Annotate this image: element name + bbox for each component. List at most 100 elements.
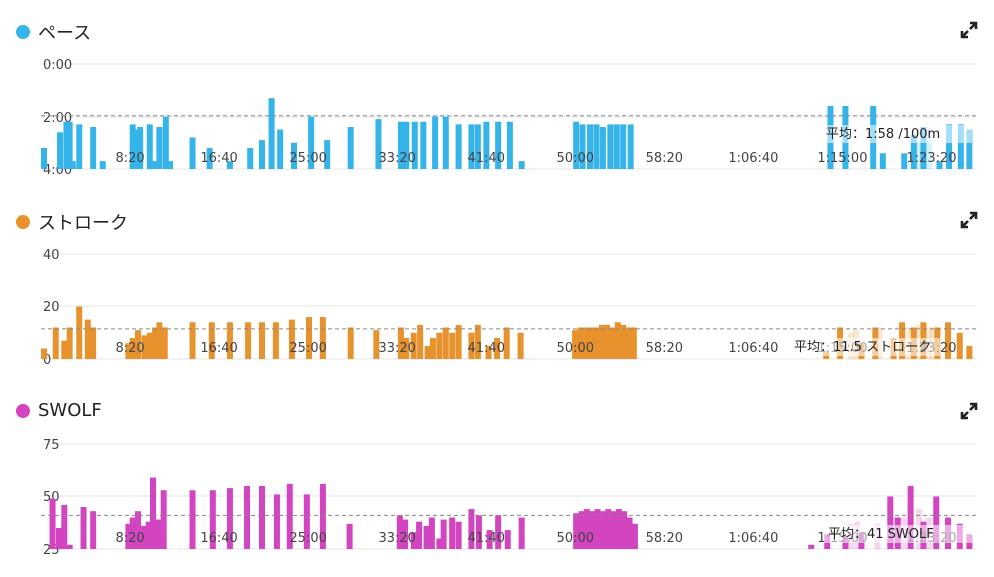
- data-bar: [615, 509, 622, 549]
- data-bar: [468, 332, 475, 359]
- data-bar: [189, 137, 196, 169]
- data-bar: [306, 317, 313, 359]
- data-bar: [76, 306, 83, 359]
- data-bar: [621, 511, 628, 549]
- data-bar: [945, 322, 952, 359]
- data-bar: [808, 544, 815, 549]
- x-tick-label: 58:20: [646, 341, 683, 356]
- data-bar: [76, 124, 83, 169]
- data-bar: [146, 332, 153, 359]
- data-bar: [578, 511, 585, 549]
- data-bar: [410, 332, 417, 359]
- data-bar: [582, 327, 589, 359]
- data-bar: [57, 132, 64, 169]
- data-bar: [135, 330, 142, 359]
- data-bar: [588, 327, 595, 359]
- data-bar: [84, 319, 91, 359]
- x-tick-label: 50:00: [557, 151, 594, 166]
- data-bar: [129, 124, 136, 169]
- data-bar: [966, 345, 973, 359]
- data-bar: [423, 525, 430, 549]
- x-tick-label: 25:00: [289, 341, 326, 356]
- data-bar: [149, 477, 156, 549]
- y-tick-label: 20: [43, 300, 60, 315]
- data-bar: [189, 322, 196, 359]
- x-tick-label: 33:20: [378, 531, 415, 546]
- data-bar: [49, 498, 56, 549]
- data-bar: [80, 507, 87, 549]
- data-bar: [288, 319, 295, 359]
- x-tick-label: 8:20: [115, 531, 144, 546]
- data-bar: [468, 509, 475, 549]
- data-bar: [319, 483, 326, 549]
- faded-bar: [925, 129, 932, 169]
- expand-arrows-icon[interactable]: [960, 211, 978, 229]
- average-label: 平均：1:58 /100m: [826, 127, 940, 142]
- stroke-title-row: ストローク: [16, 209, 128, 235]
- data-bar: [486, 530, 493, 549]
- data-bar: [155, 519, 162, 549]
- data-bar: [90, 127, 97, 169]
- data-bar: [206, 148, 213, 169]
- data-bar: [61, 340, 68, 359]
- data-bar: [920, 127, 927, 169]
- data-bar: [593, 124, 600, 169]
- expand-arrows-icon[interactable]: [960, 402, 978, 420]
- data-bar: [125, 523, 132, 549]
- data-bar: [583, 509, 590, 549]
- data-bar: [614, 322, 621, 359]
- x-tick-label: 33:20: [378, 151, 415, 166]
- data-bar: [346, 523, 353, 549]
- data-bar: [226, 488, 233, 549]
- data-bar: [598, 324, 605, 359]
- data-bar: [455, 324, 462, 359]
- data-bar: [146, 124, 153, 169]
- data-bar: [587, 124, 594, 169]
- data-bar: [411, 121, 418, 169]
- data-bar: [468, 124, 475, 169]
- data-bar: [403, 338, 410, 359]
- x-tick-label: 8:20: [115, 341, 144, 356]
- x-tick-label: 41:40: [468, 341, 505, 356]
- data-bar: [910, 134, 917, 169]
- data-bar: [55, 528, 62, 549]
- expand-arrows-icon[interactable]: [960, 21, 978, 39]
- data-bar: [594, 509, 601, 549]
- data-bar: [375, 119, 382, 169]
- data-bar: [99, 161, 106, 169]
- data-bar: [137, 127, 144, 169]
- data-bar: [442, 116, 449, 169]
- data-bar: [455, 521, 462, 549]
- data-bar: [579, 124, 586, 169]
- data-bar: [966, 129, 973, 169]
- x-tick-label: 50:00: [557, 341, 594, 356]
- data-bar: [573, 121, 580, 169]
- data-bar: [247, 148, 254, 169]
- data-bar: [494, 338, 501, 359]
- data-bar: [607, 124, 614, 169]
- stroke-legend-dot: [16, 215, 30, 229]
- data-bar: [887, 496, 894, 549]
- x-tick-label: 16:40: [200, 151, 237, 166]
- data-bar: [442, 327, 449, 359]
- data-bar: [244, 486, 251, 549]
- data-bar: [90, 511, 97, 549]
- data-bar: [156, 127, 163, 169]
- pace-panel: ペース: [0, 0, 994, 185]
- data-bar: [879, 153, 886, 169]
- data-bar: [135, 511, 142, 549]
- data-bar: [268, 98, 275, 169]
- data-bar: [432, 116, 439, 169]
- data-bar: [347, 127, 354, 169]
- data-bar: [66, 121, 73, 169]
- data-bar: [613, 124, 620, 169]
- data-bar: [397, 121, 404, 169]
- x-tick-label: 25:00: [289, 151, 326, 166]
- data-bar: [258, 140, 265, 169]
- data-bar: [41, 348, 47, 359]
- data-bar: [324, 140, 331, 169]
- average-label: 平均：11.5 ストローク: [794, 340, 931, 355]
- pace-legend-dot: [16, 25, 30, 39]
- x-tick-label: 16:40: [200, 341, 237, 356]
- data-bar: [504, 530, 511, 549]
